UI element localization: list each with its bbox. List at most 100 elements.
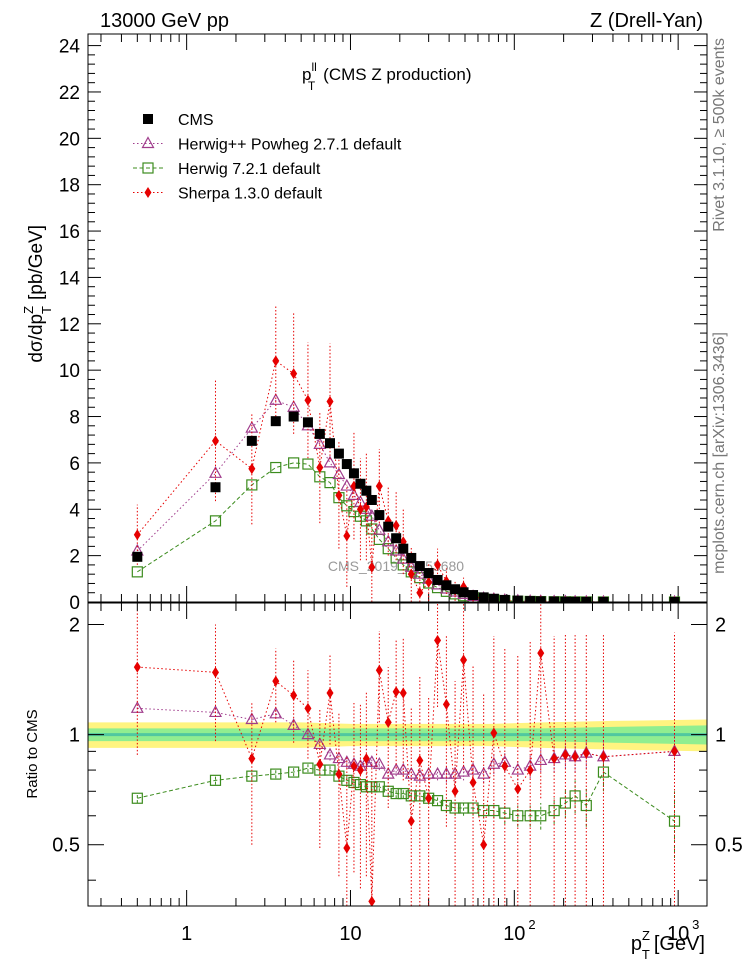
point-sherpa	[248, 753, 256, 765]
point-sherpa	[272, 675, 280, 687]
point-cms	[535, 596, 546, 602]
point-herwigpp	[245, 420, 259, 433]
point-sherpa	[350, 760, 358, 772]
point-cms	[348, 468, 359, 479]
point-sherpa	[368, 895, 376, 906]
x-axis-label-post: [GeV]	[654, 933, 705, 955]
point-herwigpp	[323, 747, 337, 760]
y-tick-label: 18	[59, 176, 80, 197]
main-series	[130, 305, 681, 602]
point-herwig7	[270, 768, 282, 780]
point-cms	[560, 596, 571, 602]
point-sherpa	[362, 753, 370, 765]
point-sherpa	[399, 687, 407, 699]
point-cms	[132, 551, 143, 562]
point-herwig7	[270, 461, 282, 474]
x-axis-label-sup: Z	[642, 928, 650, 943]
legend-item-herwigpp: Herwig++ Powheg 2.7.1 default	[133, 136, 402, 154]
point-sherpa	[392, 686, 400, 698]
point-cms	[450, 584, 461, 595]
point-sherpa	[356, 764, 364, 776]
point-sherpa	[501, 760, 509, 772]
point-sherpa	[550, 753, 558, 765]
point-sherpa	[480, 839, 488, 851]
point-herwig7	[324, 477, 336, 489]
point-herwig7	[597, 766, 610, 778]
legend: CMS Herwig++ Powheg 2.7.1 default Herwig 7…	[133, 112, 402, 203]
plot-title-rest: (CMS Z production)	[323, 65, 471, 84]
point-herwigpp	[332, 467, 346, 480]
point-sherpa	[326, 395, 334, 407]
point-herwigpp	[422, 766, 436, 779]
point-cms	[432, 574, 443, 585]
point-herwig7	[366, 781, 378, 793]
ratio-y-tick-label-right: 0.5	[715, 835, 743, 857]
main-y-label-sup: Z	[21, 306, 36, 314]
point-herwigpp	[448, 766, 462, 779]
point-sherpa	[335, 768, 343, 780]
legend-label: Herwig 7.2.1 default	[178, 161, 321, 178]
y-tick-label: 24	[59, 37, 81, 58]
point-herwigpp	[269, 393, 283, 405]
point-cms	[525, 596, 536, 602]
point-sherpa	[407, 815, 415, 827]
point-herwig7	[397, 787, 409, 800]
x-axis-label: pZ T [GeV]	[631, 928, 705, 962]
main-y-label-sub: T	[39, 306, 54, 314]
main-frame	[87, 33, 708, 603]
point-herwigpp	[323, 455, 337, 468]
point-herwigpp	[208, 466, 223, 478]
point-cms	[398, 543, 409, 554]
point-cms	[488, 593, 499, 602]
series-line-herwig7	[137, 767, 675, 822]
point-cms	[512, 595, 523, 602]
point-herwig7	[246, 479, 258, 491]
ratio-band	[88, 719, 707, 752]
side-label-rivet: Rivet 3.1.10, ≥ 500k events	[711, 38, 728, 232]
point-herwigpp	[466, 762, 480, 775]
point-herwigpp	[340, 478, 354, 491]
series-herwig7	[131, 457, 681, 602]
plot-title-sup: ll	[311, 60, 316, 74]
point-sherpa	[368, 561, 376, 573]
x-tick-label: 10	[339, 923, 361, 945]
series-line-sherpa	[137, 640, 675, 902]
y-tick-label: 4	[69, 500, 80, 521]
point-herwigpp	[269, 706, 283, 719]
point-sherpa	[290, 368, 298, 380]
point-sherpa	[537, 647, 545, 659]
y-tick-label: 14	[59, 268, 81, 289]
point-cms	[549, 596, 560, 602]
main-y-label-post: [pb/GeV]	[26, 225, 47, 300]
point-cms	[361, 485, 372, 496]
point-cms	[391, 533, 402, 544]
point-cms	[669, 596, 680, 602]
header-left: 13000 GeV pp	[100, 10, 229, 32]
y-tick-label: 20	[59, 129, 80, 150]
point-cms	[581, 596, 592, 602]
point-sherpa	[335, 489, 343, 501]
header-right: Z (Drell-Yan)	[590, 10, 703, 32]
point-herwigpp	[287, 718, 301, 730]
point-herwigpp	[413, 768, 427, 781]
point-cms	[423, 568, 434, 579]
point-cms	[366, 494, 377, 505]
point-herwigpp	[534, 753, 548, 766]
point-herwigpp	[372, 756, 386, 769]
point-sherpa	[133, 529, 141, 541]
point-herwig7	[131, 792, 143, 804]
point-sherpa	[375, 480, 383, 492]
y-tick-label: 22	[59, 83, 80, 104]
point-sherpa	[416, 587, 424, 599]
x-axis-label-pre: p	[631, 933, 642, 955]
point-cms	[499, 594, 510, 602]
point-sherpa	[343, 842, 351, 854]
point-sherpa	[434, 559, 442, 571]
legend-label: Sherpa 1.3.0 default	[178, 186, 323, 203]
point-sherpa	[304, 394, 312, 406]
point-sherpa	[343, 530, 351, 542]
point-sherpa	[384, 716, 392, 728]
point-herwig7	[302, 762, 314, 774]
